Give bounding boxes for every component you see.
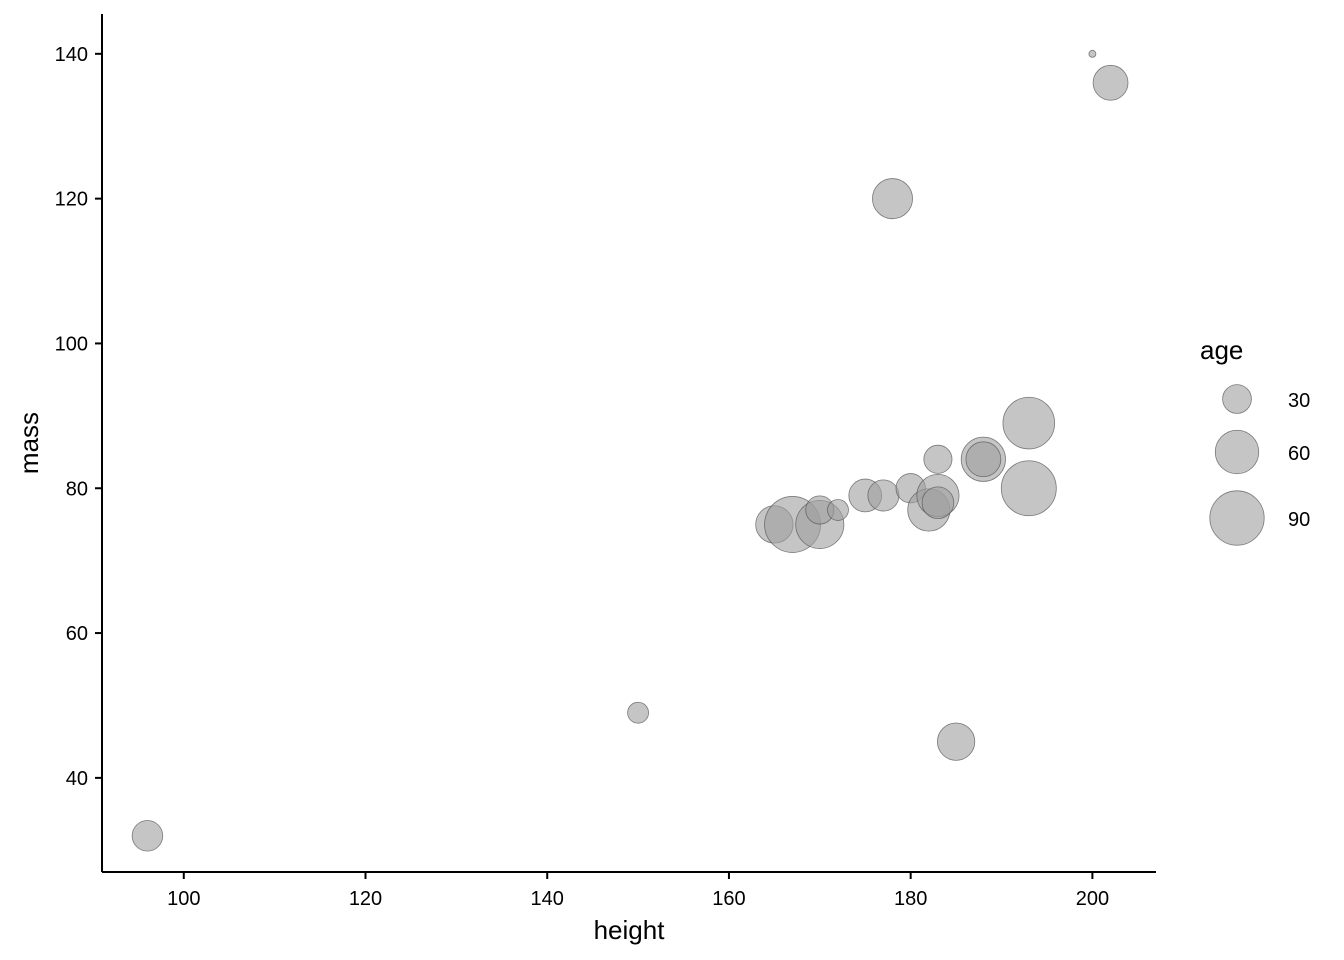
data-point-20 bbox=[965, 441, 1002, 478]
y-tick-label: 120 bbox=[55, 189, 88, 211]
legend-label-30: 30 bbox=[1288, 390, 1310, 412]
y-ticks: 40 60 80 100 120 140 bbox=[55, 44, 102, 790]
x-ticks: 100 120 140 160 180 200 bbox=[167, 872, 1109, 910]
x-axis-title: height bbox=[594, 915, 666, 945]
legend-label-90: 90 bbox=[1288, 509, 1310, 531]
axes-layer: 100 120 140 160 180 200 40 60 80 100 120 140 bbox=[55, 14, 1156, 910]
data-point-2 bbox=[627, 701, 649, 724]
legend-entries: 30 60 90 bbox=[1209, 384, 1310, 546]
legend-label-60: 60 bbox=[1288, 443, 1310, 465]
legend-key-90 bbox=[1209, 490, 1265, 546]
x-tick-label: 200 bbox=[1076, 888, 1109, 910]
x-tick-label: 160 bbox=[712, 888, 745, 910]
data-point-18 bbox=[923, 444, 953, 474]
y-tick-label: 40 bbox=[66, 768, 88, 790]
data-point-4 bbox=[872, 178, 913, 220]
data-point-13 bbox=[867, 479, 900, 512]
data-point-5 bbox=[1092, 64, 1129, 101]
data-point-1 bbox=[131, 820, 164, 852]
y-tick-label: 60 bbox=[66, 623, 88, 645]
data-point-11 bbox=[827, 499, 849, 521]
legend-key-60 bbox=[1214, 429, 1260, 475]
legend-title: age bbox=[1200, 335, 1243, 365]
y-tick-label: 80 bbox=[66, 478, 88, 500]
y-tick-label: 140 bbox=[55, 44, 88, 66]
points-layer bbox=[131, 49, 1129, 852]
x-tick-label: 180 bbox=[894, 888, 927, 910]
data-point-3 bbox=[937, 722, 976, 761]
y-tick-label: 100 bbox=[55, 333, 88, 355]
legend: age 30 60 90 bbox=[1200, 335, 1310, 546]
x-tick-label: 100 bbox=[167, 888, 200, 910]
data-point-21 bbox=[1002, 396, 1056, 450]
y-axis-title: mass bbox=[14, 412, 44, 474]
data-point-17 bbox=[921, 486, 955, 520]
x-tick-label: 140 bbox=[531, 888, 564, 910]
x-tick-label: 120 bbox=[349, 888, 382, 910]
legend-key-30 bbox=[1222, 384, 1252, 414]
data-point-6 bbox=[1088, 49, 1097, 58]
data-point-22 bbox=[1000, 460, 1057, 517]
